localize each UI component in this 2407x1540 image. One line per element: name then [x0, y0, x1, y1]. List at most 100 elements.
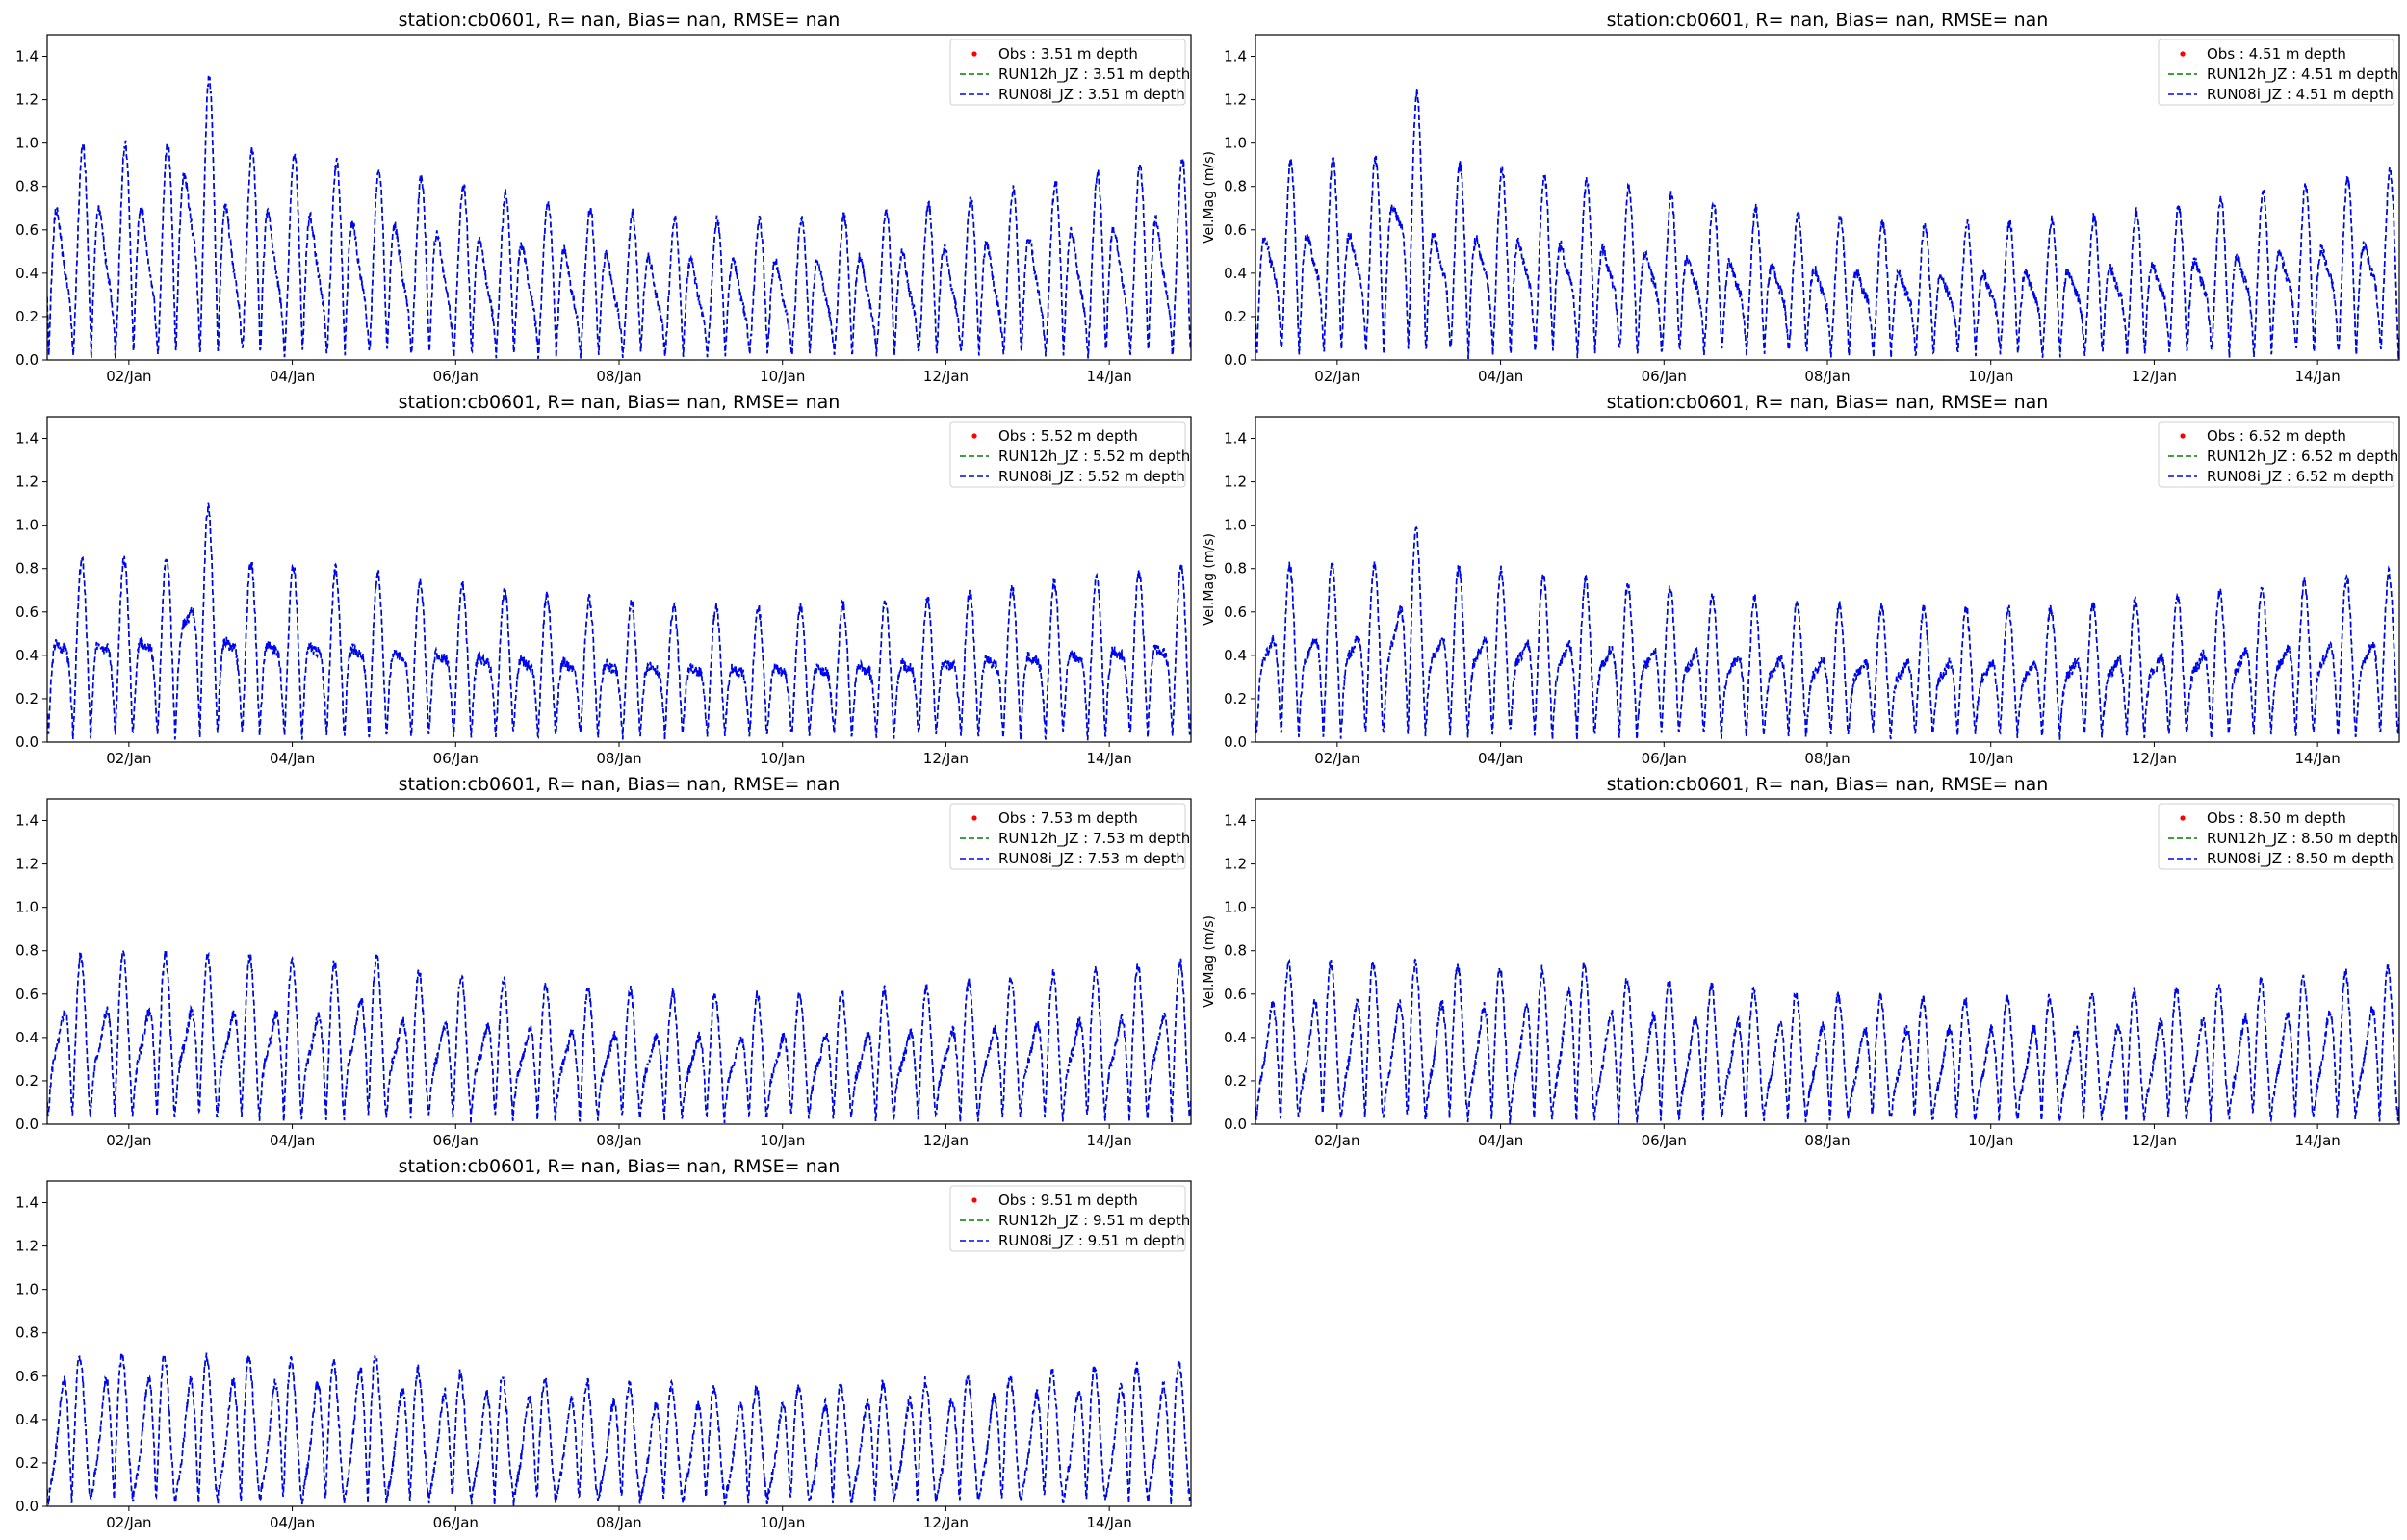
x-tick-label: 10/Jan: [1968, 1132, 2013, 1149]
y-tick-label: 1.2: [15, 91, 39, 109]
x-tick-label: 12/Jan: [2132, 750, 2177, 767]
x-tick-label: 06/Jan: [1642, 750, 1687, 767]
series-line-run08i: [47, 75, 1191, 359]
x-tick-label: 04/Jan: [270, 1514, 315, 1531]
y-tick-label: 0.6: [1224, 603, 1247, 621]
y-tick-label: 1.2: [1224, 474, 1247, 491]
y-tick-label: 0.0: [15, 733, 39, 751]
y-tick-label: 0.8: [15, 178, 39, 195]
x-tick-label: 08/Jan: [596, 1514, 641, 1531]
series-line-run08i: [1255, 958, 2399, 1124]
x-tick-label: 10/Jan: [760, 1132, 805, 1149]
y-tick-label: 1.4: [1224, 430, 1247, 448]
legend: Obs : 9.51 m depth RUN12h_JZ : 9.51 m dep…: [949, 1185, 1190, 1252]
y-tick-label: 0.0: [15, 1498, 39, 1515]
x-tick-label: 12/Jan: [2132, 1132, 2177, 1149]
y-tick-label: 1.0: [15, 899, 39, 916]
y-tick-label: 1.4: [15, 812, 39, 830]
chart-panel-row2-right: station:cb0601, R= nan, Bias= nan, RMSE=…: [1202, 392, 2400, 767]
x-tick-label: 04/Jan: [270, 1132, 315, 1149]
legend: Obs : 5.52 m depth RUN12h_JZ : 5.52 m dep…: [949, 421, 1190, 488]
x-tick-label: 14/Jan: [1087, 750, 1132, 767]
chart-title: station:cb0601, R= nan, Bias= nan, RMSE=…: [399, 392, 841, 413]
x-tick-label: 10/Jan: [760, 750, 805, 767]
y-tick-label: 0.8: [1224, 178, 1247, 195]
y-axis-label: Vel.Mag (m/s): [1202, 915, 1217, 1008]
x-tick-label: 14/Jan: [2295, 1132, 2341, 1149]
y-tick-label: 1.0: [1224, 899, 1247, 916]
legend-label: Obs : 8.50 m depth: [2207, 809, 2346, 827]
x-tick-label: 02/Jan: [106, 750, 151, 767]
y-tick-label: 1.2: [1224, 856, 1247, 873]
x-tick-label: 02/Jan: [1314, 1132, 1359, 1149]
y-tick-label: 0.4: [15, 1029, 39, 1046]
legend-marker-obs: [971, 815, 977, 821]
y-tick-label: 0.6: [15, 603, 39, 621]
x-tick-label: 14/Jan: [1087, 1132, 1132, 1149]
y-tick-label: 1.2: [15, 1238, 39, 1255]
legend-box: [2158, 803, 2394, 870]
y-axis-label: Vel.Mag (m/s): [1202, 151, 1217, 244]
y-tick-label: 0.4: [1224, 265, 1247, 282]
axes-frame: [1255, 416, 2400, 743]
chart-title: station:cb0601, R= nan, Bias= nan, RMSE=…: [399, 1156, 841, 1177]
y-tick-label: 1.4: [15, 430, 39, 448]
legend-box: [949, 421, 1186, 488]
y-tick-label: 0.8: [15, 942, 39, 960]
legend-label: RUN08i_JZ : 9.51 m depth: [998, 1232, 1185, 1250]
x-tick-label: 10/Jan: [760, 1514, 805, 1531]
x-tick-label: 08/Jan: [596, 368, 641, 385]
axes-frame: [1255, 34, 2400, 361]
series-line-run08i: [47, 950, 1191, 1124]
legend-label: RUN12h_JZ : 4.51 m depth: [2207, 65, 2398, 84]
y-tick-label: 1.0: [1224, 135, 1247, 152]
y-tick-label: 0.4: [15, 1411, 39, 1428]
x-tick-label: 04/Jan: [1478, 1132, 1523, 1149]
y-tick-label: 0.0: [15, 1116, 39, 1133]
chart-title: station:cb0601, R= nan, Bias= nan, RMSE=…: [399, 774, 841, 795]
y-tick-label: 0.2: [1224, 308, 1247, 325]
x-tick-label: 08/Jan: [1804, 750, 1850, 767]
x-tick-label: 08/Jan: [1804, 1132, 1850, 1149]
x-tick-label: 08/Jan: [596, 1132, 641, 1149]
legend-marker-obs: [971, 1197, 977, 1203]
legend-label: RUN08i_JZ : 3.51 m depth: [998, 86, 1185, 104]
y-tick-label: 0.2: [15, 1454, 39, 1472]
x-tick-label: 04/Jan: [1478, 750, 1523, 767]
y-tick-label: 1.0: [15, 517, 39, 534]
x-tick-label: 12/Jan: [923, 1132, 969, 1149]
legend-marker-obs: [2180, 815, 2186, 821]
chart-panel-row4-left: station:cb0601, R= nan, Bias= nan, RMSE=…: [15, 1156, 1192, 1531]
axes-frame: [46, 416, 1192, 743]
y-tick-label: 1.4: [1224, 48, 1247, 65]
y-tick-label: 0.0: [15, 351, 39, 369]
legend-label: RUN12h_JZ : 9.51 m depth: [998, 1212, 1190, 1230]
y-tick-label: 1.0: [1224, 517, 1247, 534]
x-tick-label: 14/Jan: [2295, 368, 2341, 385]
x-tick-label: 06/Jan: [433, 1132, 479, 1149]
legend-label: RUN08i_JZ : 8.50 m depth: [2207, 850, 2394, 868]
x-tick-label: 04/Jan: [1478, 368, 1523, 385]
y-tick-label: 0.8: [1224, 942, 1247, 960]
y-axis-label: Vel.Mag (m/s): [1202, 533, 1217, 626]
y-tick-label: 0.8: [15, 560, 39, 578]
y-tick-label: 0.2: [15, 308, 39, 325]
y-tick-label: 1.4: [15, 1194, 39, 1212]
series-line-run08i: [1255, 88, 2399, 360]
legend-label: RUN12h_JZ : 7.53 m depth: [998, 830, 1190, 848]
y-tick-label: 0.8: [15, 1324, 39, 1342]
axes-frame: [46, 34, 1192, 361]
x-tick-label: 10/Jan: [1968, 750, 2013, 767]
legend-label: RUN12h_JZ : 8.50 m depth: [2207, 830, 2398, 848]
y-tick-label: 0.4: [15, 647, 39, 664]
x-tick-label: 08/Jan: [596, 750, 641, 767]
x-tick-label: 04/Jan: [270, 368, 315, 385]
x-tick-label: 04/Jan: [270, 750, 315, 767]
x-tick-label: 14/Jan: [1087, 1514, 1132, 1531]
legend-label: Obs : 3.51 m depth: [998, 45, 1138, 63]
legend: Obs : 6.52 m depth RUN12h_JZ : 6.52 m dep…: [2158, 421, 2398, 488]
chart-panel-top-right: station:cb0601, R= nan, Bias= nan, RMSE=…: [1202, 10, 2400, 385]
x-tick-label: 06/Jan: [1642, 1132, 1687, 1149]
x-tick-label: 02/Jan: [1314, 750, 1359, 767]
y-tick-label: 1.4: [15, 48, 39, 65]
